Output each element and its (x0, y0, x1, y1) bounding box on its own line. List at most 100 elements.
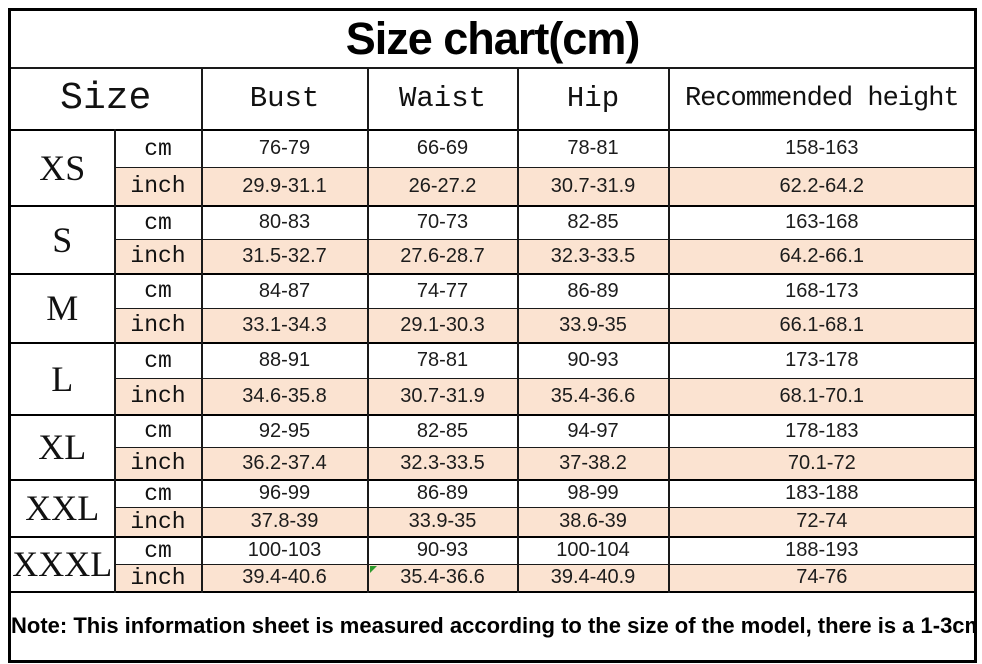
size-label-xxl: XXL (8, 478, 116, 537)
unit-label-cm: cm (113, 204, 203, 240)
table-row: L cm 88-91 78-81 90-93 173-178 (8, 341, 977, 415)
cell-xl-hip-inch: 37-38.2 (516, 447, 670, 480)
cell-xs-bust-inch: 29.9-31.1 (200, 167, 369, 206)
unit-label-cm: cm (113, 478, 203, 508)
cell-xxl-hip-inch: 38.6-39 (516, 507, 670, 537)
unit-label-inch: inch (113, 378, 203, 415)
unit-label-inch: inch (113, 507, 203, 537)
cell-xl-bust-cm: 92-95 (200, 413, 369, 448)
size-label-s: S (8, 204, 116, 274)
table-row: inch 37.8-39 33.9-35 38.6-39 72-74 (10, 507, 977, 537)
cell-xl-waist-inch: 32.3-33.5 (366, 447, 519, 480)
page-title: Size chart(cm) (8, 9, 977, 69)
cell-s-height-cm: 163-168 (667, 204, 977, 240)
size-label-xl: XL (8, 413, 116, 480)
cell-m-height-cm: 168-173 (667, 272, 977, 309)
unit-label-inch: inch (113, 167, 203, 206)
table-row: XXXL cm 100-103 90-93 100-104 188-193 (8, 535, 977, 592)
cell-xl-height-cm: 178-183 (667, 413, 977, 448)
table-row: inch 39.4-40.6 35.4-36.6 39.4-40.9 74-76 (10, 563, 977, 592)
column-header-size: Size (8, 66, 203, 130)
cell-xxl-bust-inch: 37.8-39 (200, 507, 369, 537)
size-label-l: L (8, 341, 116, 415)
unit-label-cm: cm (113, 535, 203, 565)
cell-m-height-inch: 66.1-68.1 (667, 308, 977, 343)
column-header-bust: Bust (200, 66, 369, 130)
unit-label-cm: cm (113, 413, 203, 448)
table-row: inch 34.6-35.8 30.7-31.9 35.4-36.6 68.1-… (10, 378, 977, 415)
excel-error-marker-icon (369, 565, 377, 573)
cell-value: 35.4-36.6 (400, 566, 485, 588)
cell-xxxl-hip-inch: 39.4-40.9 (516, 563, 670, 592)
table-row: inch 29.9-31.1 26-27.2 30.7-31.9 62.2-64… (10, 167, 977, 206)
cell-xxl-waist-cm: 86-89 (366, 478, 519, 508)
cell-xs-height-cm: 158-163 (667, 128, 977, 168)
cell-xxl-height-inch: 72-74 (667, 507, 977, 537)
cell-s-hip-cm: 82-85 (516, 204, 670, 240)
size-chart-sheet: Size chart(cm) Size Bust Waist Hip Recom… (8, 8, 978, 663)
unit-label-inch: inch (113, 239, 203, 274)
note-text: Note: This information sheet is measured… (8, 590, 977, 662)
unit-label-cm: cm (113, 272, 203, 309)
cell-m-bust-cm: 84-87 (200, 272, 369, 309)
cell-xl-waist-cm: 82-85 (366, 413, 519, 448)
unit-label-cm: cm (113, 128, 203, 168)
size-chart-table: Size chart(cm) Size Bust Waist Hip Recom… (8, 8, 978, 663)
cell-s-bust-inch: 31.5-32.7 (200, 239, 369, 274)
column-header-waist: Waist (366, 66, 519, 130)
cell-xs-hip-cm: 78-81 (516, 128, 670, 168)
unit-label-inch: inch (113, 308, 203, 343)
size-label-xxxl: XXXL (8, 535, 116, 592)
unit-label-inch: inch (113, 447, 203, 480)
cell-s-height-inch: 64.2-66.1 (667, 239, 977, 274)
cell-xxl-height-cm: 183-188 (667, 478, 977, 508)
unit-label-inch: inch (113, 563, 203, 592)
cell-xs-waist-inch: 26-27.2 (366, 167, 519, 206)
cell-s-hip-inch: 32.3-33.5 (516, 239, 670, 274)
cell-xxxl-height-inch: 74-76 (667, 563, 977, 592)
cell-xs-height-inch: 62.2-64.2 (667, 167, 977, 206)
cell-l-hip-inch: 35.4-36.6 (516, 378, 670, 415)
cell-xxl-bust-cm: 96-99 (200, 478, 369, 508)
cell-xs-waist-cm: 66-69 (366, 128, 519, 168)
cell-l-bust-inch: 34.6-35.8 (200, 378, 369, 415)
cell-xxxl-bust-inch: 39.4-40.6 (200, 563, 369, 592)
cell-m-waist-cm: 74-77 (366, 272, 519, 309)
table-row: XS cm 76-79 66-69 78-81 158-163 (8, 128, 977, 206)
cell-xxxl-height-cm: 188-193 (667, 535, 977, 565)
cell-l-waist-inch: 30.7-31.9 (366, 378, 519, 415)
cell-m-bust-inch: 33.1-34.3 (200, 308, 369, 343)
cell-xxxl-waist-inch: 35.4-36.6 (366, 563, 519, 592)
column-header-hip: Hip (516, 66, 670, 130)
table-row: M cm 84-87 74-77 86-89 168-173 (8, 272, 977, 343)
cell-xl-hip-cm: 94-97 (516, 413, 670, 448)
cell-xxxl-waist-cm: 90-93 (366, 535, 519, 565)
unit-label-cm: cm (113, 341, 203, 379)
table-row: inch 31.5-32.7 27.6-28.7 32.3-33.5 64.2-… (10, 239, 977, 274)
cell-l-waist-cm: 78-81 (366, 341, 519, 379)
cell-s-bust-cm: 80-83 (200, 204, 369, 240)
cell-xl-bust-inch: 36.2-37.4 (200, 447, 369, 480)
table-row: S cm 80-83 70-73 82-85 163-168 (8, 204, 977, 274)
table-row: inch 33.1-34.3 29.1-30.3 33.9-35 66.1-68… (10, 308, 977, 343)
cell-l-bust-cm: 88-91 (200, 341, 369, 379)
cell-l-hip-cm: 90-93 (516, 341, 670, 379)
cell-s-waist-cm: 70-73 (366, 204, 519, 240)
size-label-xs: XS (8, 128, 116, 206)
table-row: inch 36.2-37.4 32.3-33.5 37-38.2 70.1-72 (10, 447, 977, 480)
cell-xs-hip-inch: 30.7-31.9 (516, 167, 670, 206)
cell-xxl-hip-cm: 98-99 (516, 478, 670, 508)
cell-m-hip-cm: 86-89 (516, 272, 670, 309)
cell-l-height-cm: 173-178 (667, 341, 977, 379)
size-label-m: M (8, 272, 116, 343)
cell-l-height-inch: 68.1-70.1 (667, 378, 977, 415)
cell-xxxl-bust-cm: 100-103 (200, 535, 369, 565)
cell-xxxl-hip-cm: 100-104 (516, 535, 670, 565)
cell-xs-bust-cm: 76-79 (200, 128, 369, 168)
cell-xl-height-inch: 70.1-72 (667, 447, 977, 480)
cell-m-waist-inch: 29.1-30.3 (366, 308, 519, 343)
cell-xxl-waist-inch: 33.9-35 (366, 507, 519, 537)
cell-m-hip-inch: 33.9-35 (516, 308, 670, 343)
table-row: XL cm 92-95 82-85 94-97 178-183 (8, 413, 977, 480)
cell-s-waist-inch: 27.6-28.7 (366, 239, 519, 274)
